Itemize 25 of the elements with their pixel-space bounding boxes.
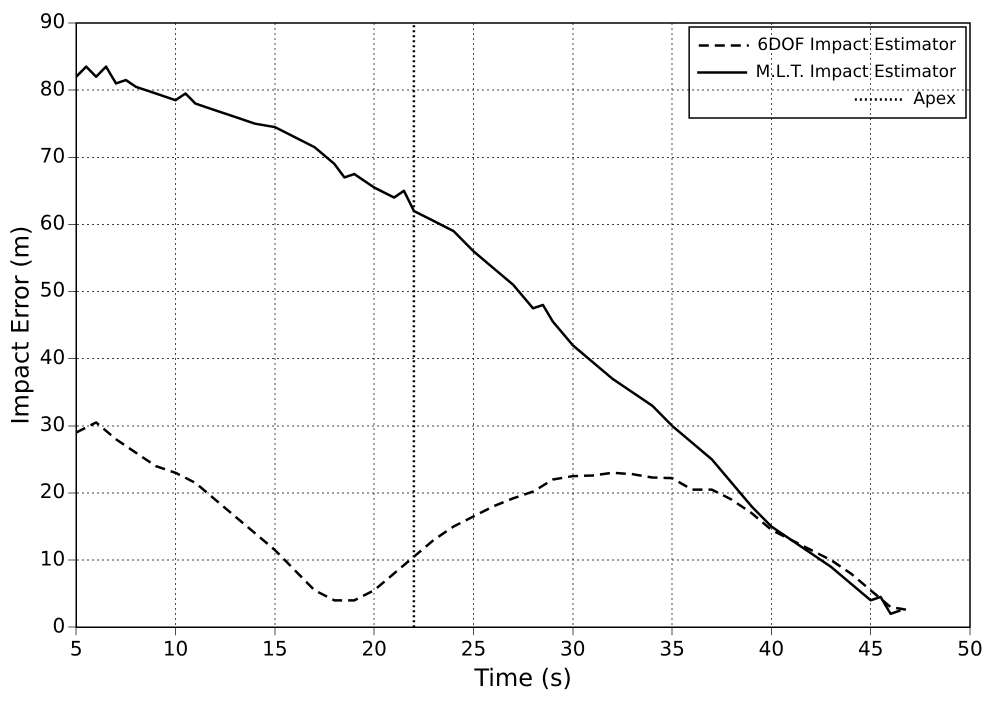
x-tick-label: 20 (361, 636, 387, 660)
legend-label: 6DOF Impact Estimator (757, 34, 956, 55)
y-tick-label: 20 (40, 479, 66, 504)
legend-label: Apex (913, 88, 956, 109)
y-tick-label: 60 (40, 210, 66, 235)
y-tick-label: 30 (40, 412, 66, 436)
x-tick-label: 45 (858, 636, 884, 660)
x-tick-label: 35 (659, 636, 685, 660)
x-tick-label: 10 (162, 636, 188, 660)
y-tick-label: 0 (52, 613, 66, 638)
y-tick-label: 70 (40, 143, 66, 168)
y-axis-title: Impact Error (m) (6, 226, 35, 425)
x-tick-label: 5 (70, 636, 83, 660)
x-tick-label: 50 (957, 636, 983, 660)
x-tick-label: 25 (460, 636, 486, 660)
y-tick-label: 80 (40, 76, 66, 100)
x-axis-title: Time (s) (473, 664, 572, 692)
legend-label: M.L.T. Impact Estimator (756, 62, 956, 82)
x-tick-label: 15 (262, 636, 288, 660)
y-tick-label: 40 (40, 344, 66, 369)
y-tick-label: 90 (40, 9, 66, 34)
y-tick-label: 50 (40, 278, 66, 302)
x-tick-label: 40 (758, 636, 784, 660)
x-tick-label: 30 (560, 636, 586, 660)
y-tick-label: 10 (40, 546, 66, 570)
